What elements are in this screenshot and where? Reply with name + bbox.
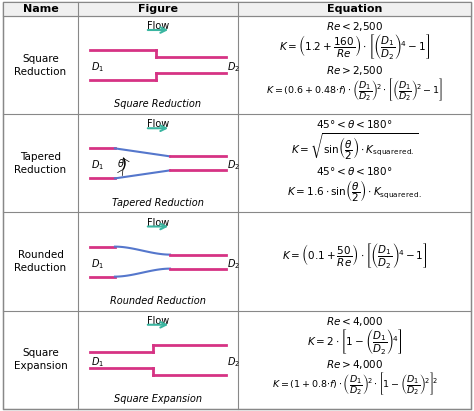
Text: $D_1$: $D_1$: [91, 257, 104, 270]
Text: Flow: Flow: [147, 21, 169, 31]
Text: Equation: Equation: [327, 4, 382, 14]
Text: $D_1$: $D_1$: [91, 355, 104, 369]
Text: Square
Expansion: Square Expansion: [14, 348, 67, 372]
Text: $D_2$: $D_2$: [227, 257, 240, 270]
Text: Flow: Flow: [147, 316, 169, 326]
Text: Rounded Reduction: Rounded Reduction: [110, 296, 206, 306]
Text: Flow: Flow: [147, 119, 169, 129]
Text: $K = (1 + 0.8{\cdot}f) \cdot \left(\dfrac{D_1}{D_2}\right)^{\!2} \cdot \left[1 -: $K = (1 + 0.8{\cdot}f) \cdot \left(\dfra…: [272, 370, 438, 397]
Text: Square
Reduction: Square Reduction: [14, 53, 66, 77]
Text: $\mathit{Re} > 2{,}500$: $\mathit{Re} > 2{,}500$: [326, 64, 383, 77]
Bar: [3, 2, 471, 16]
Text: Rounded
Reduction: Rounded Reduction: [14, 250, 66, 273]
Text: $D_2$: $D_2$: [227, 355, 240, 369]
Text: Square Expansion: Square Expansion: [114, 394, 202, 404]
Text: $K = 2 \cdot \left[1 - \left(\dfrac{D_1}{D_2}\right)^{\!4}\right]$: $K = 2 \cdot \left[1 - \left(\dfrac{D_1}…: [307, 327, 402, 356]
Text: $K = \sqrt{\sin\!\left(\dfrac{\theta}{2}\right) \cdot K_{\mathrm{square\,red.}}}: $K = \sqrt{\sin\!\left(\dfrac{\theta}{2}…: [291, 131, 418, 162]
Text: $45° < \theta < 180°$: $45° < \theta < 180°$: [316, 118, 392, 130]
Text: $D_2$: $D_2$: [227, 60, 240, 74]
Text: Square Reduction: Square Reduction: [115, 99, 201, 109]
Text: $K = \left(0.1 + \dfrac{50}{\mathit{Re}}\right) \cdot \left[\left(\dfrac{D_1}{D_: $K = \left(0.1 + \dfrac{50}{\mathit{Re}}…: [282, 241, 427, 270]
Text: $\mathit{Re} < 4{,}000$: $\mathit{Re} < 4{,}000$: [326, 315, 383, 328]
Text: $D_2$: $D_2$: [227, 159, 240, 172]
Text: $K = \left(1.2 + \dfrac{160}{\mathit{Re}}\right) \cdot \left[\left(\dfrac{D_1}{D: $K = \left(1.2 + \dfrac{160}{\mathit{Re}…: [279, 32, 430, 61]
Text: $K = (0.6 + 0.48{\cdot}f) \cdot \left(\dfrac{D_1}{D_2}\right)^{\!2} \cdot \left[: $K = (0.6 + 0.48{\cdot}f) \cdot \left(\d…: [266, 76, 443, 103]
Text: $D_1$: $D_1$: [91, 159, 104, 172]
Text: $\theta$: $\theta$: [117, 157, 125, 169]
Text: $\mathit{Re} < 2{,}500$: $\mathit{Re} < 2{,}500$: [326, 20, 383, 33]
Text: Tapered
Reduction: Tapered Reduction: [14, 152, 66, 175]
Text: $45° < \theta < 180°$: $45° < \theta < 180°$: [316, 165, 392, 177]
Text: Figure: Figure: [138, 4, 178, 14]
Text: $D_1$: $D_1$: [91, 60, 104, 74]
Text: Name: Name: [23, 4, 58, 14]
Text: $K = 1.6 \cdot \sin\!\left(\dfrac{\theta}{2}\right) \cdot K_{\mathrm{square\,red: $K = 1.6 \cdot \sin\!\left(\dfrac{\theta…: [287, 178, 422, 204]
Text: $\mathit{Re} > 4{,}000$: $\mathit{Re} > 4{,}000$: [326, 358, 383, 371]
Text: Flow: Flow: [147, 217, 169, 228]
Text: Tapered Reduction: Tapered Reduction: [112, 198, 204, 208]
